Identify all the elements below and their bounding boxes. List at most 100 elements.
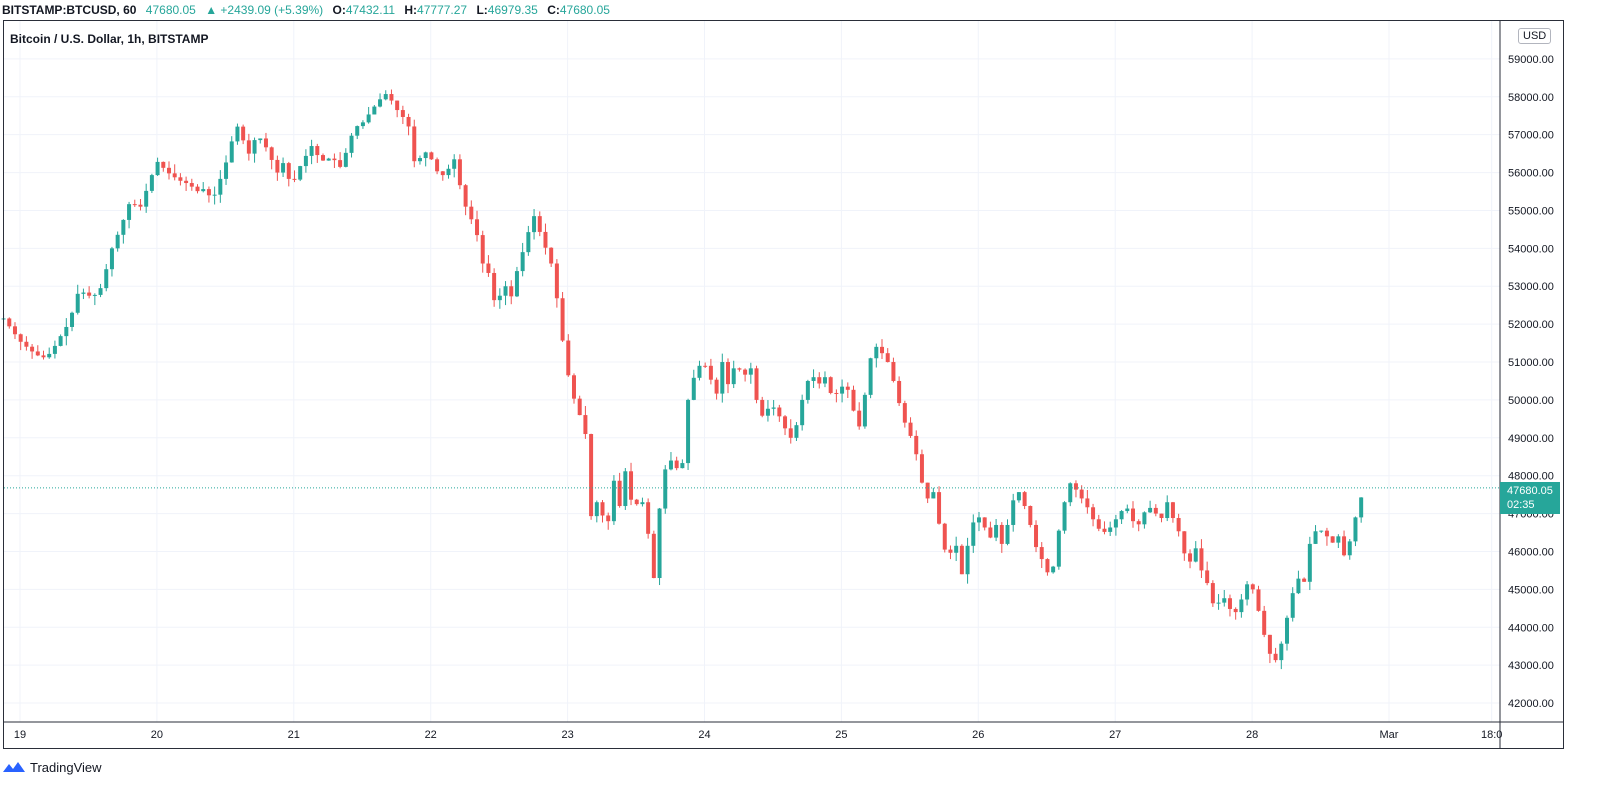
candle-body — [475, 219, 480, 236]
candle-body — [1330, 536, 1335, 543]
symbol-header: BITSTAMP:BTCUSD, 60 47680.05 ▲ +2439.09 … — [0, 0, 1607, 20]
y-tick-label: 53000.00 — [1508, 281, 1554, 293]
candle-body — [1176, 518, 1181, 532]
candle-body — [1250, 584, 1255, 590]
candle-body — [646, 502, 651, 534]
candle-body — [931, 492, 936, 499]
candle-body — [902, 403, 907, 423]
candle-body — [47, 353, 52, 358]
y-tick-label: 45000.00 — [1508, 584, 1554, 596]
candle-body — [343, 152, 348, 167]
candle-body — [1324, 530, 1329, 537]
candle-body — [571, 375, 576, 399]
candle-body — [1319, 530, 1324, 532]
candle-body — [1022, 492, 1027, 507]
y-tick-label: 56000.00 — [1508, 168, 1554, 180]
candle-body — [315, 146, 320, 156]
tradingview-logo-icon — [3, 762, 25, 772]
y-tick-label: 57000.00 — [1508, 130, 1554, 142]
candle-body — [811, 377, 816, 381]
candle-body — [132, 204, 137, 206]
x-tick-label: 25 — [835, 729, 847, 741]
candle-body — [959, 545, 964, 575]
candle-body — [206, 189, 211, 196]
candle-body — [149, 175, 154, 191]
y-tick-label: 58000.00 — [1508, 92, 1554, 104]
last-price-value: 47680.05 — [1507, 485, 1553, 497]
candle-body — [1068, 483, 1073, 503]
candle-body — [12, 326, 17, 335]
candle-body — [965, 545, 970, 575]
candle-body — [663, 469, 668, 509]
candle-body — [1296, 578, 1301, 594]
candle-body — [229, 141, 234, 163]
candle-body — [629, 471, 634, 500]
candle-body — [400, 110, 405, 117]
candle-body — [697, 365, 702, 378]
price-chart[interactable]: 42000.00 43000.00 44000.00 45000.00 46000.00… — [0, 0, 1607, 760]
candle-body — [1091, 507, 1096, 520]
candle-body — [1245, 584, 1250, 600]
candle-body — [560, 298, 565, 341]
candle-body — [1262, 610, 1267, 635]
symbol-name[interactable]: BITSTAMP:BTCUSD, 60 — [2, 3, 137, 17]
candle-body — [862, 394, 867, 427]
candle-body — [737, 368, 742, 370]
candle-body — [286, 163, 291, 179]
y-tick-label: 50000.00 — [1508, 395, 1554, 407]
candle-body — [1153, 507, 1158, 514]
candle-body — [834, 392, 839, 394]
candle-body — [583, 415, 588, 435]
header-last-price: 47680.05 — [145, 3, 196, 17]
candle-body — [988, 527, 993, 538]
candle-body — [743, 369, 748, 375]
candle-body — [1113, 519, 1118, 528]
candle-body — [805, 380, 810, 400]
candle-body — [680, 463, 685, 469]
candle-body — [372, 106, 377, 115]
candle-body — [115, 234, 120, 249]
candle-body — [64, 326, 69, 337]
y-tick-label: 42000.00 — [1508, 698, 1554, 710]
candle-body — [81, 292, 86, 294]
candle-body — [514, 271, 519, 297]
open-value: 47432.11 — [345, 3, 396, 17]
candle-body — [1062, 502, 1067, 531]
candle-body — [1353, 517, 1358, 542]
candle-body — [1193, 548, 1198, 562]
candle-body — [720, 362, 725, 394]
candle-body — [1227, 598, 1232, 609]
candle-body — [1170, 502, 1175, 519]
candle-body — [41, 355, 46, 358]
chart-frame — [3, 20, 1564, 749]
candle-body — [355, 126, 360, 136]
x-tick-label: Mar — [1380, 729, 1399, 741]
candle-body — [851, 389, 856, 411]
candle-body — [1188, 553, 1193, 562]
x-tick-label: 23 — [561, 729, 573, 741]
candle-body — [1085, 498, 1090, 508]
candle-body — [201, 189, 206, 192]
candle-body — [1359, 497, 1364, 518]
candle-body — [520, 252, 525, 272]
candle-body — [463, 185, 468, 207]
candle-body — [1016, 492, 1021, 501]
candle-body — [817, 377, 822, 384]
candle-body — [492, 272, 497, 301]
candle-body — [1142, 512, 1147, 525]
candle-body — [1096, 519, 1101, 529]
high-value: 47777.27 — [417, 3, 468, 17]
candle-body — [435, 159, 440, 172]
currency-button[interactable]: USD — [1518, 28, 1552, 44]
candle-body — [452, 159, 457, 169]
candle-body — [754, 368, 759, 400]
candle-body — [127, 204, 132, 220]
candle-body — [1210, 583, 1215, 604]
candle-body — [937, 492, 942, 524]
candle-body — [480, 235, 485, 264]
footer[interactable]: TradingView — [2, 757, 102, 777]
candle-body — [703, 365, 708, 367]
low-value: 46979.35 — [487, 3, 538, 17]
candle-body — [554, 263, 559, 299]
candle-body — [777, 407, 782, 417]
